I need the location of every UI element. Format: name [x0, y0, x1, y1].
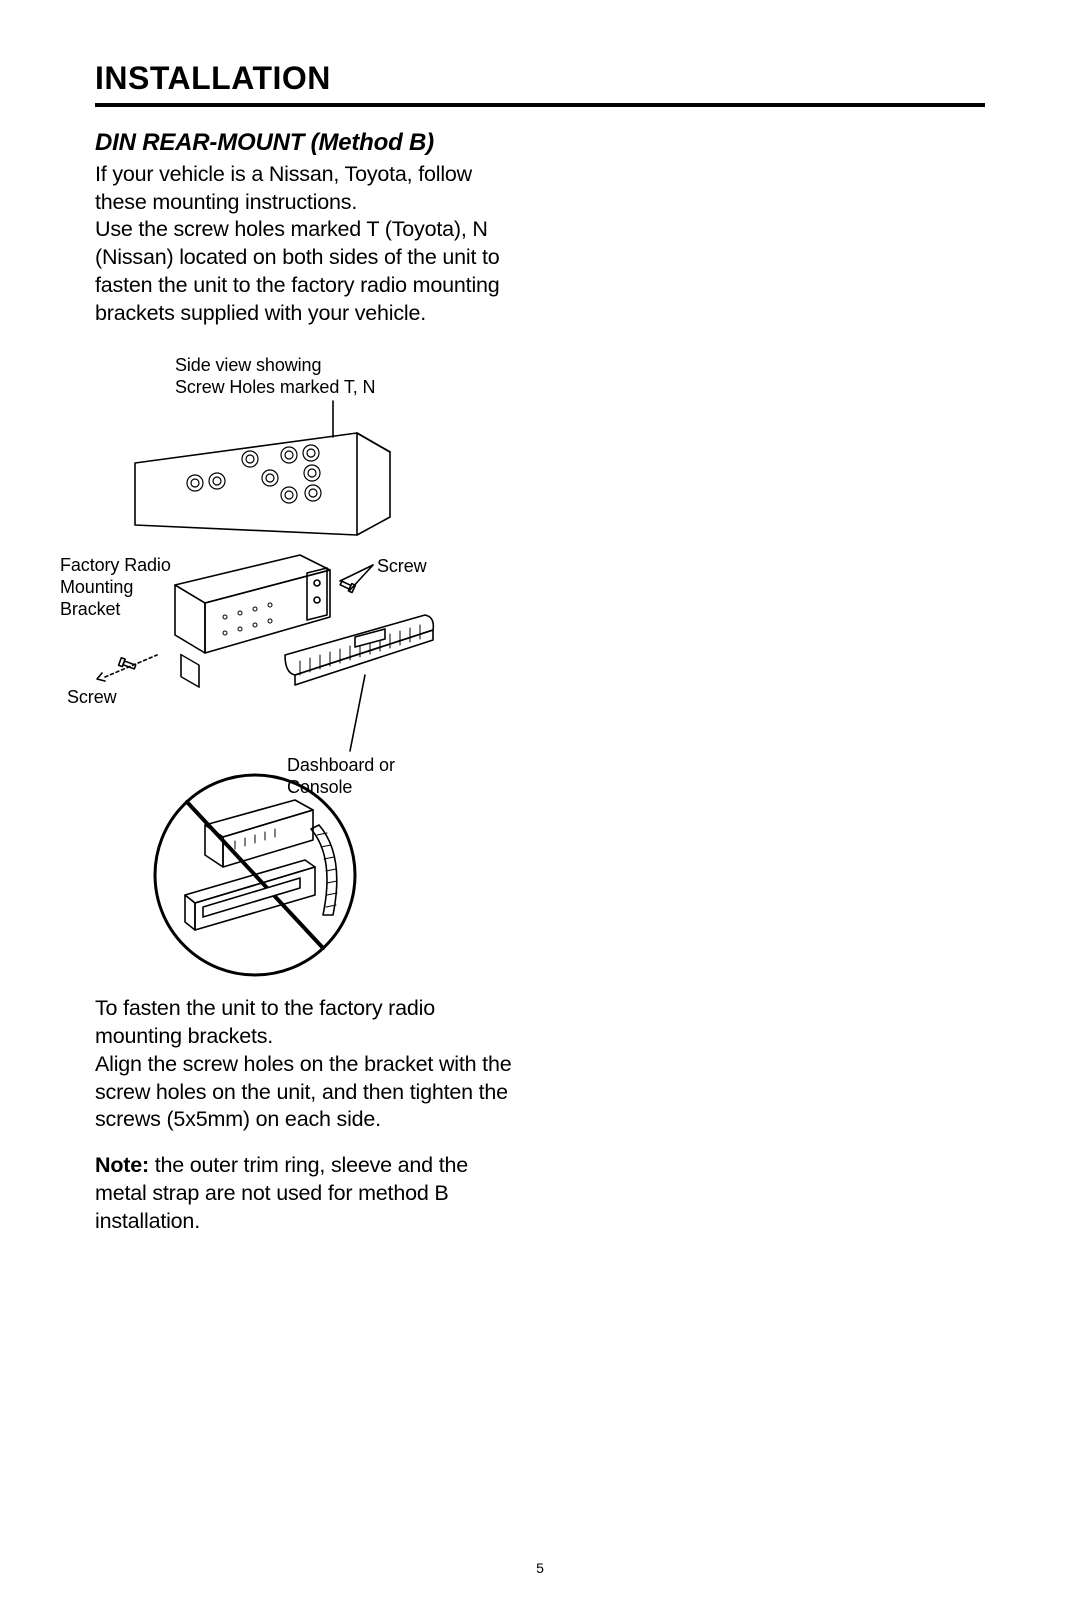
intro-paragraph-1: If your vehicle is a Nissan, Toyota, fol… — [95, 161, 525, 216]
callout-line: Factory Radio — [60, 555, 171, 575]
section-rule — [95, 103, 985, 107]
subheading: DIN REAR-MOUNT (Method B) — [95, 129, 525, 157]
trim-piece — [285, 615, 433, 751]
callout-bracket: Factory Radio Mounting Bracket — [60, 555, 171, 621]
callout-screw-bottom: Screw — [67, 687, 117, 709]
note-paragraph: Note: the outer trim ring, sleeve and th… — [95, 1152, 525, 1235]
manual-page: INSTALLATION DIN REAR-MOUNT (Method B) I… — [0, 0, 1080, 1618]
page-number: 5 — [0, 1560, 1080, 1576]
callout-line: Dashboard or — [287, 755, 395, 775]
installation-diagram: Side view showing Screw Holes marked T, … — [95, 355, 525, 995]
intro-paragraph-2: Use the screw holes marked T (Toyota), N… — [95, 216, 525, 327]
callout-line: Screw Holes marked T, N — [175, 377, 375, 397]
callout-dashboard: Dashboard or Console — [287, 755, 395, 799]
after-paragraph-2: Align the screw holes on the bracket wit… — [95, 1051, 525, 1134]
side-view-box — [135, 433, 390, 535]
screw-bottom — [97, 655, 157, 681]
note-label: Note: — [95, 1153, 149, 1177]
screw-top — [339, 565, 373, 593]
after-paragraph-1: To fasten the unit to the factory radio … — [95, 995, 525, 1050]
diagram-svg — [95, 355, 525, 995]
callout-line: Bracket — [60, 599, 120, 619]
callout-line: Console — [287, 777, 352, 797]
section-title: INSTALLATION — [95, 60, 985, 97]
not-used-detail — [155, 775, 355, 975]
note-text: the outer trim ring, sleeve and the meta… — [95, 1153, 468, 1232]
left-column: DIN REAR-MOUNT (Method B) If your vehicl… — [95, 129, 525, 1235]
callout-side-view: Side view showing Screw Holes marked T, … — [175, 355, 375, 399]
callout-line: Side view showing — [175, 355, 321, 375]
callout-screw-top: Screw — [377, 556, 427, 578]
callout-line: Mounting — [60, 577, 133, 597]
